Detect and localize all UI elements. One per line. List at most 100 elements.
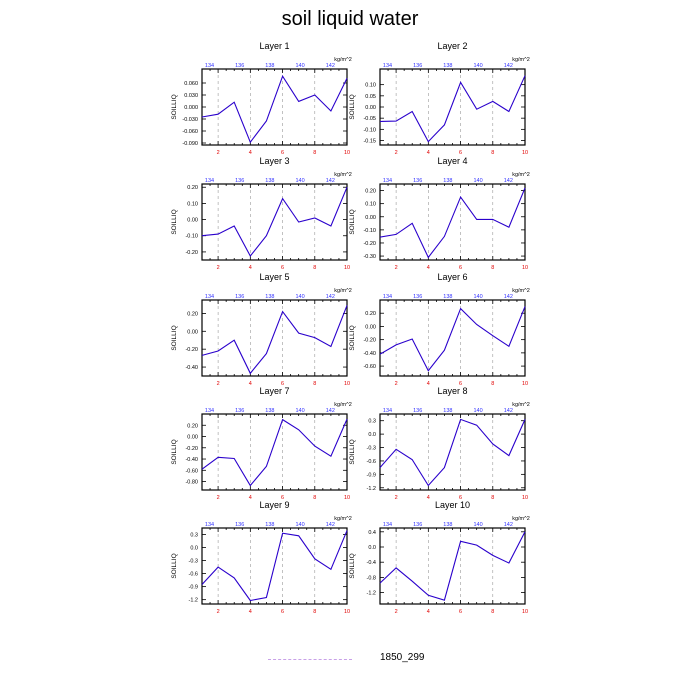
x-tick-label: 6 [281, 495, 284, 501]
y-tick-label: 0.00 [187, 435, 198, 441]
y-tick-label: -0.6 [189, 572, 198, 578]
series-line [201, 530, 348, 602]
top-tick-label: 140 [296, 63, 305, 69]
x-tick-label: 4 [427, 150, 430, 156]
x-tick-label: 4 [427, 381, 430, 387]
y-tick-label: -1.2 [189, 598, 198, 604]
x-tick-label: 10 [344, 150, 350, 156]
y-tick-label: -0.20 [185, 250, 198, 256]
x-tick-label: 10 [344, 495, 350, 501]
y-tick-label: -0.030 [182, 117, 198, 123]
top-tick-label: 136 [413, 178, 422, 184]
y-tick-label: 0.20 [187, 185, 198, 191]
y-axis-label: SOILLIQ [171, 94, 178, 119]
y-tick-label: 0.10 [187, 201, 198, 207]
y-axis-label: SOILLIQ [171, 325, 178, 350]
top-axis-unit: kg/m^2 [512, 516, 530, 522]
y-tick-label: -0.8 [367, 575, 376, 581]
x-tick-label: 6 [281, 265, 284, 271]
y-tick-label: -0.4 [367, 560, 376, 566]
y-tick-label: 0.000 [184, 105, 198, 111]
top-tick-label: 142 [504, 63, 513, 69]
panel-title: Layer 7 [259, 386, 289, 396]
y-tick-label: -0.80 [185, 480, 198, 486]
top-tick-label: 136 [235, 178, 244, 184]
series-line [201, 305, 348, 375]
top-axis-unit: kg/m^2 [334, 288, 352, 294]
x-tick-label: 8 [491, 381, 494, 387]
x-tick-label: 6 [459, 265, 462, 271]
y-tick-label: -0.6 [367, 459, 376, 465]
panel-frame [201, 68, 348, 146]
x-tick-label: 10 [522, 381, 528, 387]
y-tick-label: -0.60 [363, 364, 376, 370]
x-tick-label: 4 [427, 609, 430, 615]
series-line [201, 74, 348, 144]
x-tick-label: 4 [427, 265, 430, 271]
y-tick-label: -0.15 [363, 139, 376, 145]
top-tick-label: 138 [443, 522, 452, 528]
y-tick-label: -0.40 [185, 365, 198, 371]
series-line [201, 418, 348, 487]
y-tick-label: -0.9 [189, 585, 198, 591]
top-tick-label: 134 [205, 63, 214, 69]
y-tick-label: -0.30 [363, 254, 376, 260]
x-tick-label: 4 [249, 495, 252, 501]
panel-8: Layer 8 kg/m^2 2 4 6 8 10 134 136 138 140 142 0.3 0.0… [349, 386, 530, 501]
top-tick-label: 136 [235, 522, 244, 528]
panel-title: Layer 8 [437, 386, 467, 396]
top-tick-label: 134 [205, 178, 214, 184]
y-tick-label: -0.40 [185, 457, 198, 463]
top-axis-unit: kg/m^2 [512, 57, 530, 63]
top-tick-label: 136 [413, 522, 422, 528]
top-tick-label: 136 [235, 294, 244, 300]
y-tick-label: 0.0 [368, 545, 376, 551]
top-axis-unit: kg/m^2 [334, 172, 352, 178]
top-tick-label: 140 [296, 178, 305, 184]
top-tick-label: 134 [205, 294, 214, 300]
panel-frame [379, 527, 526, 605]
y-tick-label: -0.3 [367, 446, 376, 452]
x-tick-label: 6 [281, 609, 284, 615]
panel-title: Layer 9 [259, 500, 289, 510]
panel-7: Layer 7 kg/m^2 2 4 6 8 10 134 136 138 140 142 0.20 0.… [171, 386, 352, 501]
top-tick-label: 138 [265, 178, 274, 184]
top-axis-unit: kg/m^2 [334, 402, 352, 408]
top-tick-label: 138 [265, 408, 274, 414]
top-tick-label: 142 [504, 178, 513, 184]
x-tick-label: 2 [395, 265, 398, 271]
top-axis-unit: kg/m^2 [512, 402, 530, 408]
x-tick-label: 2 [395, 495, 398, 501]
top-tick-label: 142 [326, 408, 335, 414]
top-tick-label: 136 [235, 63, 244, 69]
top-tick-label: 140 [474, 522, 483, 528]
y-axis-label: SOILLIQ [349, 553, 356, 578]
panel-title: Layer 1 [259, 41, 289, 51]
panel-2: Layer 2 kg/m^2 2 4 6 8 10 134 136 138 140 142 0.10 0.… [349, 41, 530, 156]
x-tick-label: 2 [395, 381, 398, 387]
y-tick-label: -0.20 [363, 338, 376, 344]
panel-6: Layer 6 kg/m^2 2 4 6 8 10 134 136 138 140 142 0.20 0.… [349, 272, 530, 387]
y-tick-label: -0.060 [182, 129, 198, 135]
y-tick-label: 0.05 [365, 94, 376, 100]
x-tick-label: 6 [459, 609, 462, 615]
x-tick-label: 6 [459, 495, 462, 501]
x-tick-label: 2 [395, 150, 398, 156]
y-tick-label: 0.10 [365, 83, 376, 89]
top-tick-label: 136 [413, 408, 422, 414]
top-tick-label: 134 [383, 294, 392, 300]
y-tick-label: -0.05 [363, 116, 376, 122]
y-tick-label: -0.20 [363, 241, 376, 247]
top-tick-label: 140 [296, 294, 305, 300]
panel-frame [379, 68, 526, 146]
y-tick-label: 0.3 [190, 533, 198, 539]
y-axis-label: SOILLIQ [349, 209, 356, 234]
y-tick-label: 0.10 [365, 202, 376, 208]
panel-frame [201, 413, 348, 491]
top-tick-label: 134 [205, 522, 214, 528]
top-tick-label: 138 [265, 294, 274, 300]
y-tick-label: 0.00 [187, 218, 198, 224]
panel-frame [201, 183, 348, 261]
y-tick-label: -0.10 [185, 234, 198, 240]
x-tick-label: 4 [427, 495, 430, 501]
